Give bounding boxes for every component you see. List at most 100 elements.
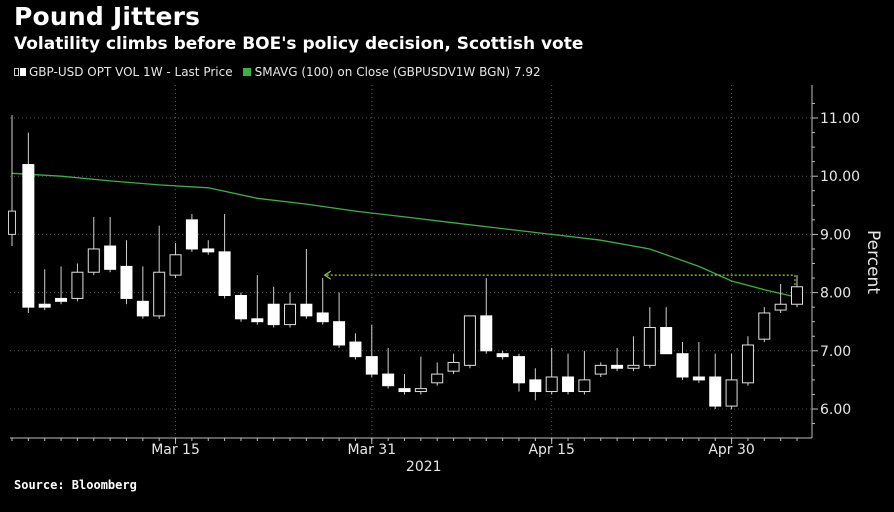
candle-body bbox=[545, 376, 558, 393]
smavg-legend-swatch bbox=[242, 68, 251, 76]
candle bbox=[676, 342, 689, 380]
chart-legend: GBP-USD OPT VOL 1W - Last Price SMAVG (1… bbox=[14, 65, 541, 79]
smavg-layer bbox=[11, 172, 798, 298]
candle bbox=[38, 269, 51, 311]
candle bbox=[120, 240, 133, 305]
candle bbox=[414, 356, 427, 395]
candle-body bbox=[512, 356, 525, 384]
candle-body bbox=[529, 379, 542, 393]
candle-body bbox=[185, 219, 198, 250]
candle bbox=[627, 336, 640, 372]
candle-body bbox=[136, 300, 149, 317]
candle bbox=[660, 307, 673, 355]
x-tick-label: Apr 15 bbox=[528, 442, 574, 458]
candle-body bbox=[234, 295, 247, 320]
candle-body bbox=[169, 254, 182, 276]
label-layer: 11.00 10.00 9.00 8.00 7.00 6.00 Mar 15 Mar 31 Ap… bbox=[151, 111, 860, 475]
candle bbox=[8, 115, 16, 247]
x-tick-label: Mar 31 bbox=[347, 442, 396, 458]
candle-body bbox=[660, 327, 673, 355]
candle bbox=[512, 353, 525, 392]
candle bbox=[562, 353, 575, 395]
candle-body bbox=[333, 321, 346, 346]
candle-body bbox=[153, 271, 166, 317]
candle bbox=[578, 350, 591, 395]
y-tick-label: 11.00 bbox=[820, 111, 860, 127]
candle bbox=[153, 225, 166, 319]
candle bbox=[382, 347, 395, 389]
candle bbox=[545, 347, 558, 395]
candle bbox=[480, 278, 493, 354]
candle-body bbox=[104, 245, 117, 270]
candle bbox=[398, 374, 411, 395]
candle-body bbox=[71, 271, 84, 299]
candle-body bbox=[611, 364, 624, 369]
candle bbox=[529, 368, 542, 401]
candle-body bbox=[643, 327, 656, 366]
candle-body bbox=[398, 388, 411, 393]
y-tick-label: 6.00 bbox=[820, 402, 851, 418]
candle bbox=[104, 216, 117, 273]
candlestick-legend-icon bbox=[14, 68, 26, 76]
candle-body bbox=[676, 353, 689, 378]
candle bbox=[758, 307, 771, 343]
candle-body bbox=[594, 364, 607, 375]
candle-body bbox=[87, 248, 100, 273]
y-tick-label: 9.00 bbox=[820, 227, 851, 243]
candle-body bbox=[38, 303, 51, 308]
chart-subtitle: Volatility climbs before BOE's policy de… bbox=[14, 34, 584, 54]
candle bbox=[333, 292, 346, 348]
candle bbox=[611, 347, 624, 372]
candle-body bbox=[496, 353, 509, 358]
candle bbox=[791, 275, 803, 308]
candle-body bbox=[692, 376, 705, 381]
candle-body bbox=[284, 303, 297, 326]
candle bbox=[741, 336, 754, 386]
candle-body bbox=[725, 379, 738, 407]
candle-body bbox=[480, 315, 493, 352]
candle bbox=[774, 283, 787, 313]
candle bbox=[447, 353, 460, 375]
axis-layer bbox=[10, 85, 813, 439]
source-note: Source: Bloomberg bbox=[14, 478, 137, 492]
candle-body bbox=[202, 248, 215, 253]
legend-series2-label: SMAVG (100) on Close (GBPUSDV1W BGN) 7.9… bbox=[254, 65, 541, 79]
candle bbox=[594, 362, 607, 377]
candle-body bbox=[316, 312, 329, 323]
candle bbox=[234, 292, 247, 322]
candle bbox=[709, 353, 722, 409]
candle-body bbox=[55, 297, 68, 302]
candle-body bbox=[300, 303, 313, 317]
candle-body bbox=[8, 210, 16, 235]
candle-body bbox=[22, 164, 35, 308]
candle-body bbox=[349, 341, 362, 358]
chart-title: Pound Jitters bbox=[14, 2, 201, 31]
y-tick-label: 7.00 bbox=[820, 344, 851, 360]
candle-body bbox=[562, 376, 575, 393]
grid-layer bbox=[10, 85, 818, 444]
candle bbox=[71, 263, 84, 302]
x-tick-label: Apr 30 bbox=[708, 442, 754, 458]
candle bbox=[218, 214, 231, 299]
candle bbox=[316, 278, 329, 325]
candle bbox=[365, 324, 378, 377]
candle-body bbox=[218, 251, 231, 297]
annotation-layer bbox=[323, 270, 796, 292]
candle bbox=[300, 248, 313, 319]
candle bbox=[463, 315, 476, 369]
candle bbox=[349, 333, 362, 360]
x-tick-label: Mar 15 bbox=[151, 442, 200, 458]
candle-body bbox=[791, 286, 803, 305]
candle bbox=[87, 216, 100, 276]
candle bbox=[202, 240, 215, 255]
candle bbox=[643, 307, 656, 369]
y-tick-label: 8.00 bbox=[820, 286, 851, 302]
candle bbox=[284, 292, 297, 328]
candle-body bbox=[267, 303, 280, 326]
candle-body bbox=[709, 376, 722, 407]
candle-body bbox=[447, 361, 460, 372]
candle-body bbox=[741, 344, 754, 384]
candle-body bbox=[774, 303, 787, 311]
candle bbox=[185, 214, 198, 252]
candle-body bbox=[382, 373, 395, 387]
